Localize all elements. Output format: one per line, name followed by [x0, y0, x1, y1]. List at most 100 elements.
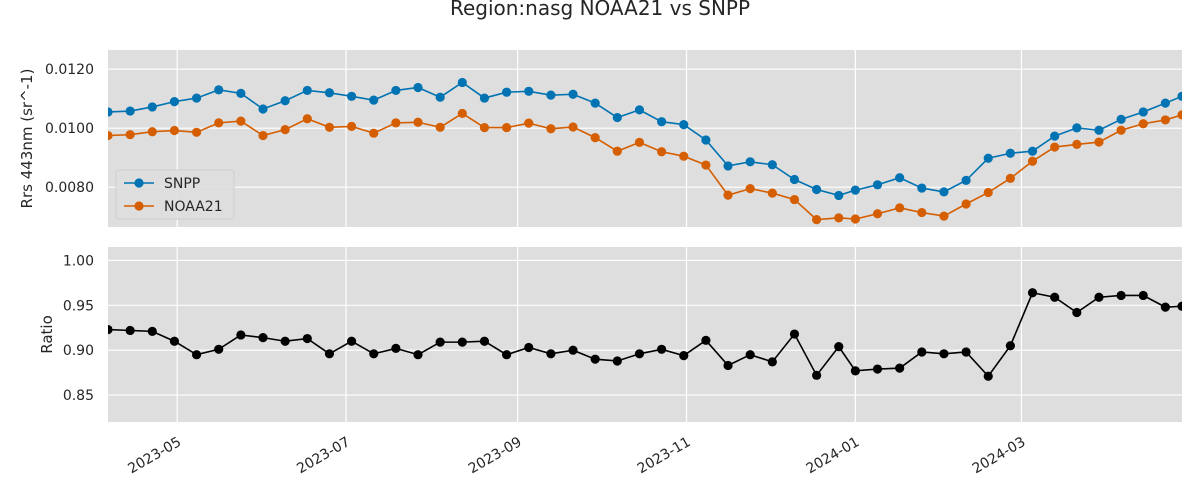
noaa21-data-point — [369, 128, 379, 138]
ratio-data-point — [214, 344, 224, 354]
ratio-data-point — [479, 336, 490, 346]
noaa21-data-point — [872, 209, 883, 219]
ratio-data-point — [413, 350, 423, 360]
x-tick-label: 2023-05 — [125, 434, 184, 477]
noaa21-data-point — [302, 114, 312, 124]
snpp-data-point — [1116, 114, 1126, 124]
snpp-data-point — [280, 96, 290, 106]
ratio-data-point — [369, 349, 379, 359]
snpp-data-point — [1138, 107, 1148, 117]
snpp-data-point — [917, 183, 927, 193]
snpp-data-point — [767, 160, 777, 170]
snpp-data-point — [634, 105, 645, 115]
noaa21-data-point — [917, 207, 927, 218]
noaa21-data-point — [214, 118, 224, 128]
ratio-data-point — [679, 350, 689, 361]
ratio-data-point — [108, 324, 113, 335]
ratio-data-point — [612, 356, 622, 366]
snpp-data-point — [939, 187, 949, 197]
ratio-data-point — [457, 337, 467, 347]
chart-title: Region:nasg NOAA21 vs SNPP — [450, 0, 750, 20]
top-y-axis-label: Rrs 443nm (sr^-1) — [18, 69, 36, 209]
noaa21-data-point — [723, 190, 733, 200]
noaa21-data-point — [789, 194, 800, 205]
bottom-y-axis-label: Ratio — [38, 315, 56, 354]
noaa21-data-point — [435, 122, 445, 132]
ratio-data-point — [258, 333, 268, 343]
noaa21-data-point — [895, 203, 905, 213]
snpp-data-point — [457, 77, 467, 88]
snpp-data-point — [568, 89, 578, 99]
snpp-data-point — [1160, 98, 1170, 108]
ratio-data-point — [435, 337, 445, 347]
noaa21-data-point — [834, 213, 844, 223]
bottom-axes: 0.850.900.951.00 2023-05 2023-07 2023-09 20… — [38, 247, 1182, 477]
ratio-data-point — [872, 364, 883, 374]
bottom-y-tick-label: 0.90 — [63, 343, 94, 359]
top-plot-area — [108, 50, 1182, 227]
bottom-series-group — [108, 288, 1182, 381]
noaa21-data-point — [1160, 115, 1170, 125]
noaa21-data-point — [850, 214, 860, 224]
snpp-data-point — [850, 185, 860, 195]
ratio-data-point — [568, 345, 578, 355]
bottom-y-ticks: 0.85 0.90 0.95 1.00 — [63, 253, 94, 404]
snpp-legend-label: SNPP — [164, 176, 200, 192]
x-tick-label: 2024-03 — [970, 434, 1029, 477]
snpp-data-point — [369, 95, 379, 105]
noaa21-data-point — [280, 125, 290, 135]
noaa21-data-point — [191, 127, 202, 137]
ratio-data-point — [236, 330, 246, 340]
bottom-grid — [108, 247, 1182, 422]
noaa21-data-point — [939, 211, 949, 221]
snpp-data-point — [701, 135, 711, 145]
snpp-data-point — [169, 97, 180, 107]
snpp-data-point — [657, 117, 667, 127]
snpp-data-point — [147, 102, 157, 112]
snpp-data-point — [191, 93, 202, 103]
snpp-data-point — [1072, 123, 1082, 133]
x-ticks: 2023-05 2023-07 2023-09 2023-11 2024-01 2024-… — [125, 434, 1028, 477]
noaa21-data-point — [1094, 137, 1104, 147]
noaa21-data-point — [679, 151, 689, 161]
ratio-data-point — [391, 343, 401, 354]
legend: SNPP NOAA21 — [115, 169, 235, 220]
snpp-data-point — [872, 180, 883, 190]
noaa21-data-point — [258, 130, 268, 141]
ratio-data-point — [723, 360, 733, 371]
noaa21-data-point — [983, 187, 993, 198]
snpp-data-point — [524, 86, 534, 96]
x-tick-label: 2024-01 — [804, 434, 863, 477]
snpp-data-point — [1050, 131, 1060, 141]
top-axes: 0.0080 0.0100 0.0120 Rrs 443nm (sr^-1) SNP… — [18, 50, 1182, 227]
ratio-data-point — [767, 357, 777, 367]
ratio-data-point — [983, 371, 993, 381]
snpp-data-point — [961, 175, 971, 185]
snpp-data-point — [108, 107, 113, 117]
noaa21-data-point — [612, 146, 622, 156]
snpp-data-point — [745, 157, 755, 167]
ratio-data-point — [789, 329, 800, 339]
snpp-data-point — [214, 85, 224, 95]
snpp-data-point — [1027, 146, 1038, 156]
snpp-data-point — [125, 106, 135, 116]
noaa21-data-point — [236, 116, 246, 126]
noaa21-data-point — [767, 188, 777, 198]
snpp-data-point — [346, 91, 357, 101]
snpp-data-point — [723, 161, 733, 171]
noaa21-data-point — [568, 122, 578, 132]
noaa21-data-point — [346, 121, 357, 132]
top-y-tick-label: 0.0100 — [45, 121, 94, 137]
noaa21-data-point — [634, 137, 645, 147]
noaa21-legend-marker — [134, 201, 144, 211]
noaa21-data-point — [169, 125, 180, 136]
ratio-data-point — [1138, 290, 1148, 301]
snpp-data-point — [1094, 125, 1104, 135]
noaa21-data-point — [1177, 110, 1182, 120]
ratio-data-point — [1094, 292, 1104, 302]
ratio-data-point — [1050, 292, 1060, 302]
snpp-data-point — [1177, 91, 1182, 101]
bottom-plot-area — [108, 247, 1182, 422]
noaa21-data-point — [745, 184, 755, 194]
